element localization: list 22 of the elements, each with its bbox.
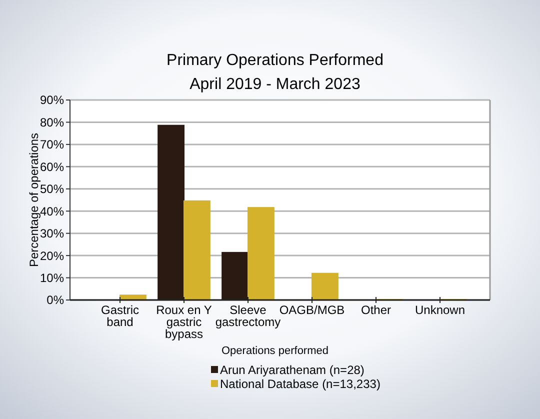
y-tick-label: 70%: [40, 138, 64, 152]
x-axis-title: Operations performed: [222, 345, 328, 357]
y-tick-label: 0%: [46, 293, 64, 308]
y-tick-label: 50%: [40, 182, 64, 196]
y-tick-label: 40%: [40, 204, 64, 218]
x-tick-label: OAGB/MGB: [279, 303, 345, 317]
y-tick-label: 20%: [40, 248, 64, 263]
y-axis-title: Percentage of operations: [27, 132, 41, 268]
legend-label: Arun Ariyarathenam (n=28): [220, 363, 364, 378]
x-tick-label: Roux en Y gastric bypass: [156, 303, 212, 341]
y-tick-label: 80%: [40, 115, 64, 130]
y-tick-label: 30%: [40, 226, 64, 241]
y-tick-label: 60%: [40, 160, 64, 174]
chart-subtitle: April 2019 - March 2023: [190, 76, 360, 93]
y-tick-label: 10%: [40, 270, 64, 285]
x-tick-label: Other: [360, 303, 392, 317]
y-tick-label: 90%: [40, 93, 64, 108]
chart-title: Primary Operations Performed: [166, 52, 384, 69]
x-tick-label: Unknown: [414, 303, 466, 317]
x-tick-label: Sleeve gastrectomy: [215, 303, 281, 329]
legend-label: National Database (n=13,233): [220, 377, 380, 392]
x-tick-label: Gastric band: [100, 303, 140, 329]
